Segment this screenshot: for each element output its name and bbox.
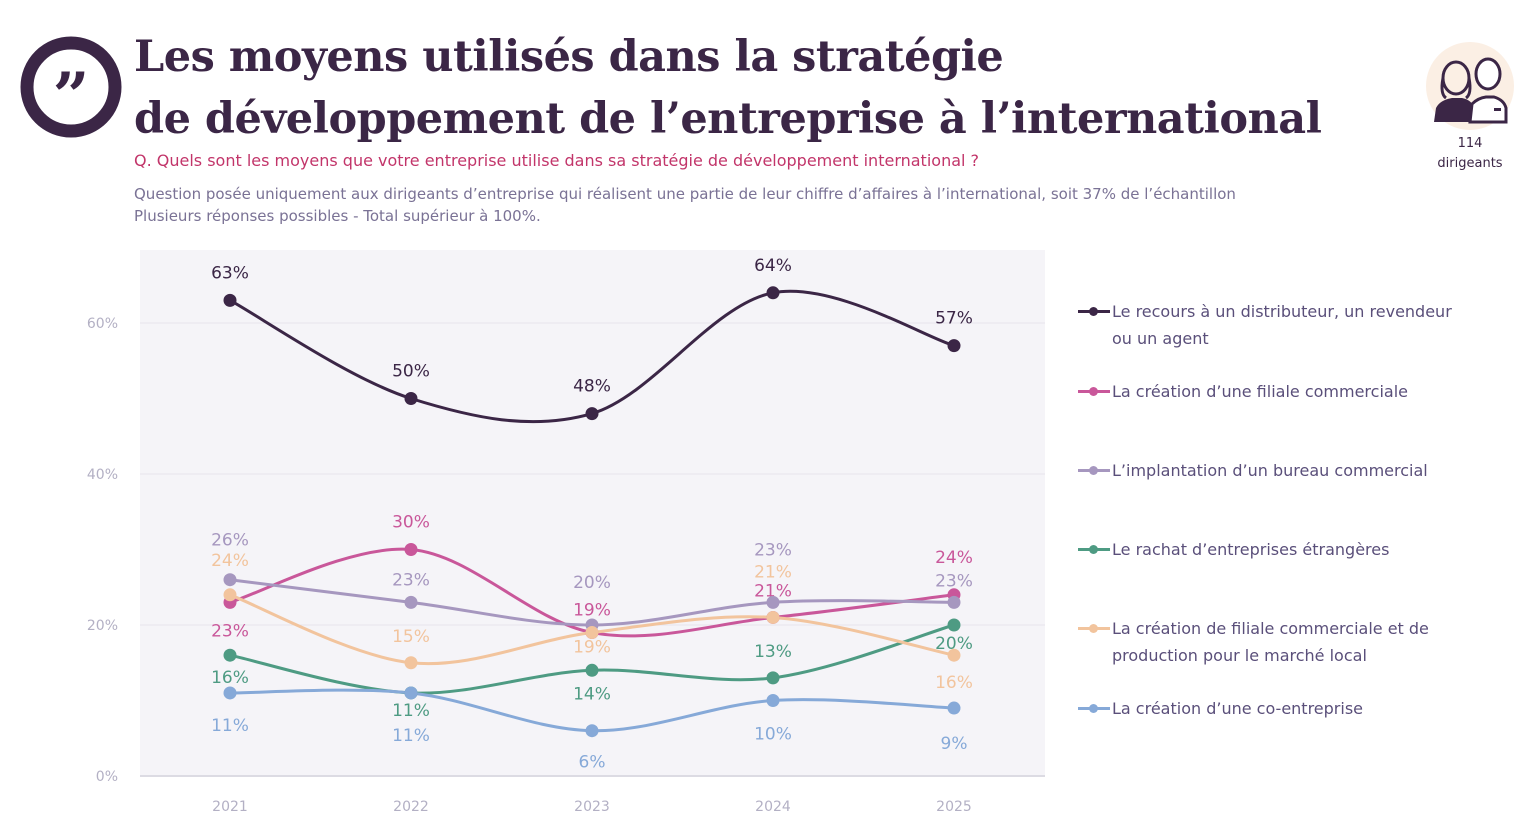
quote-icon: ” (20, 36, 122, 138)
data-label: 24% (935, 548, 973, 568)
legend-label: Le recours à un distributeur, un revende… (1112, 302, 1452, 348)
data-point (947, 595, 961, 609)
title-line-1: Les moyens utilisés dans la stratégie (134, 32, 1004, 82)
legend-item: La création d’une co-entreprise (1078, 695, 1462, 722)
data-label: 15% (392, 627, 430, 647)
data-label: 19% (573, 601, 611, 621)
data-point (766, 671, 780, 685)
data-point (947, 701, 961, 715)
data-label: 63% (211, 263, 249, 283)
legend-marker (1078, 298, 1112, 325)
svg-text:”: ” (53, 59, 90, 134)
data-point (947, 618, 961, 632)
legend-item: Le rachat d’entreprises étrangères (1078, 536, 1462, 563)
legend-item: La création de filiale commerciale et de… (1078, 615, 1462, 669)
data-point (223, 648, 237, 662)
data-label: 11% (392, 701, 430, 721)
data-label: 23% (392, 570, 430, 590)
people-icon (1426, 42, 1514, 130)
data-label: 16% (935, 673, 973, 693)
x-tick-label: 2024 (755, 799, 791, 815)
question: Q. Quels sont les moyens que votre entre… (134, 151, 980, 170)
x-tick-label: 2021 (212, 799, 248, 815)
legend-marker (1078, 536, 1112, 563)
data-label: 10% (754, 725, 792, 745)
data-point (585, 407, 599, 421)
data-point (766, 286, 780, 300)
data-label: 16% (211, 668, 249, 688)
y-tick-label: 20% (87, 618, 118, 634)
x-tick-label: 2022 (393, 799, 429, 815)
y-tick-label: 60% (87, 316, 118, 332)
note-line-2: Plusieurs réponses possibles - Total sup… (134, 207, 541, 225)
data-label: 48% (573, 377, 611, 397)
data-label: 64% (754, 256, 792, 276)
data-label: 11% (211, 716, 249, 736)
legend-marker (1078, 378, 1112, 405)
page-title: Les moyens utilisés dans la stratégie de… (134, 26, 1322, 150)
data-label: 30% (392, 513, 430, 533)
legend-item: Le recours à un distributeur, un revende… (1078, 298, 1462, 352)
data-label: 19% (573, 638, 611, 658)
x-tick-label: 2023 (574, 799, 610, 815)
data-label: 23% (211, 621, 249, 641)
data-point (223, 293, 237, 307)
legend-label: La création d’une filiale commerciale (1112, 382, 1408, 401)
data-point (223, 573, 237, 587)
data-point (947, 648, 961, 662)
data-label: 23% (754, 540, 792, 560)
note-line-1: Question posée uniquement aux dirigeants… (134, 185, 1236, 203)
sample-count: 114 (1457, 136, 1483, 151)
data-point (585, 626, 599, 640)
data-point (766, 595, 780, 609)
legend-item: L’implantation d’un bureau commercial (1078, 457, 1462, 484)
data-label: 14% (573, 684, 611, 704)
data-label: 9% (941, 734, 968, 754)
data-label: 21% (754, 581, 792, 601)
data-label: 57% (935, 309, 973, 329)
data-label: 23% (935, 571, 973, 591)
data-point (404, 656, 418, 670)
legend-label: La création d’une co-entreprise (1112, 699, 1364, 718)
legend-label: L’implantation d’un bureau commercial (1112, 461, 1428, 480)
data-point (404, 392, 418, 405)
x-tick-label: 2025 (936, 799, 972, 815)
data-point (585, 663, 599, 677)
data-label: 20% (573, 573, 611, 593)
legend-label: La création de filiale commerciale et de… (1112, 619, 1429, 665)
data-point (404, 543, 418, 556)
title-line-2: de développement de l’entreprise à l’int… (134, 94, 1322, 144)
data-label: 20% (935, 634, 973, 654)
data-label: 13% (754, 642, 792, 662)
data-label: 26% (211, 531, 249, 551)
data-point (585, 724, 599, 738)
y-tick-label: 40% (87, 467, 118, 483)
legend-item: La création d’une filiale commerciale (1078, 378, 1462, 405)
data-label: 24% (211, 551, 249, 571)
legend-marker (1078, 695, 1112, 722)
legend-marker (1078, 457, 1112, 484)
data-point (766, 610, 780, 624)
data-point (404, 686, 418, 700)
sample-badge: 114 dirigeants (1424, 42, 1516, 174)
y-tick-label: 0% (96, 769, 118, 785)
data-label: 6% (579, 753, 606, 773)
data-point (404, 595, 418, 609)
data-label: 50% (392, 362, 430, 382)
data-point (947, 339, 961, 353)
data-point (766, 694, 780, 707)
data-point (223, 588, 237, 602)
sample-label: dirigeants (1437, 156, 1503, 171)
legend-marker (1078, 615, 1112, 642)
note: Question posée uniquement aux dirigeants… (134, 183, 1236, 227)
data-label: 21% (754, 562, 792, 582)
data-label: 11% (392, 726, 430, 746)
legend-label: Le rachat d’entreprises étrangères (1112, 540, 1390, 559)
data-point (223, 686, 237, 700)
